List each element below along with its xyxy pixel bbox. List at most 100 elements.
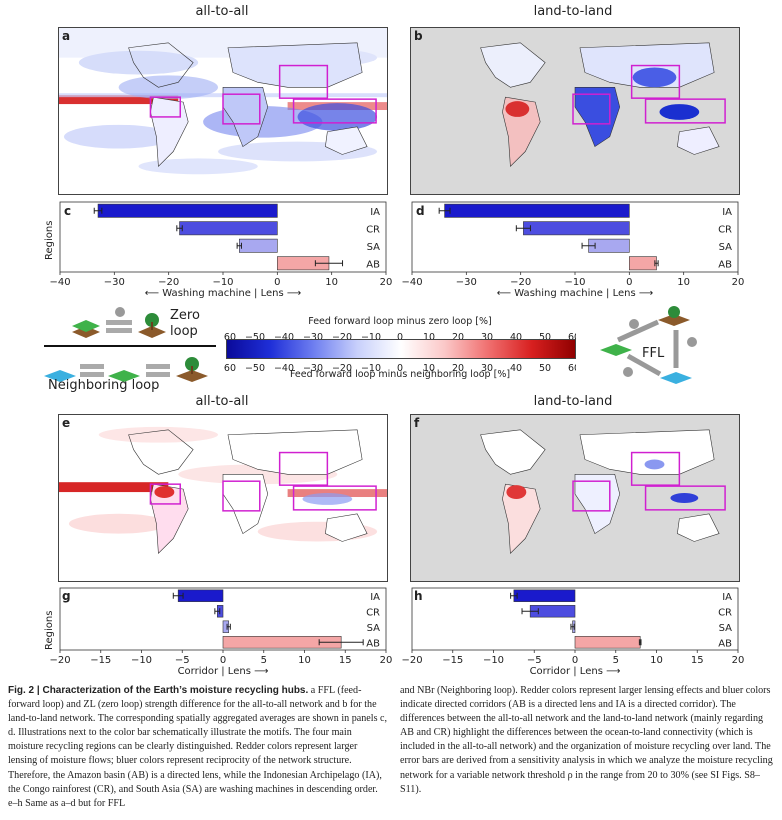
colorbar-tick-label: −10 <box>361 363 381 373</box>
category-label-cr: CR <box>718 607 732 618</box>
bar-ab <box>629 256 657 271</box>
category-label-sa: SA <box>367 242 381 253</box>
legend-divider <box>44 345 216 347</box>
panel-label-e: e <box>62 416 71 430</box>
colorbar-tick-label: 30 <box>481 363 493 373</box>
colorbar-tick-label: −30 <box>303 332 323 342</box>
x-axis-label: ⟵ Washing machine | Lens ⟶ <box>497 288 653 299</box>
category-label-ia: IA <box>722 592 732 603</box>
bar-cr <box>523 221 630 236</box>
category-label-cr: CR <box>366 607 380 618</box>
bar-ia <box>97 203 278 218</box>
x-tick-label: 0 <box>274 277 280 288</box>
panel-label-g: g <box>62 589 71 603</box>
colorbar-tick-label: −20 <box>332 332 352 342</box>
x-tick-label: −40 <box>49 277 70 288</box>
column-title-all-to-all-lower: all-to-all <box>195 394 249 409</box>
colorbar-tick-label: 50 <box>539 332 551 342</box>
colorbar-tick-label: 40 <box>510 363 522 373</box>
colorbar-tick-label: 60 <box>568 363 576 373</box>
colorbar <box>226 339 576 359</box>
colorbar-tick-label: −30 <box>303 363 323 373</box>
bar-chart-g: IA CR SA AB −20 −15 −10 −5 0 5 10 15 20 Corridor | Le… <box>49 586 392 677</box>
category-label-sa: SA <box>367 623 381 634</box>
colorbar-bottom-label: Feed forward loop minus neighboring loop… <box>289 369 511 380</box>
category-label-cr: CR <box>366 224 380 235</box>
colorbar-tick-label: −10 <box>361 332 381 342</box>
regions-axis-label-top: Regions <box>44 220 55 260</box>
column-title-all-to-all: all-to-all <box>195 4 249 19</box>
category-label-ab: AB <box>718 259 732 270</box>
x-tick-label: −15 <box>442 655 463 666</box>
x-tick-label: −10 <box>131 655 152 666</box>
x-axis-label: Corridor | Lens ⟶ <box>530 666 621 677</box>
x-tick-label: 20 <box>732 277 745 288</box>
category-label-cr: CR <box>718 224 732 235</box>
category-label-ab: AB <box>718 638 732 649</box>
x-tick-label: 10 <box>325 277 338 288</box>
x-tick-label: 10 <box>677 277 690 288</box>
colorbar-tick-label: 40 <box>510 332 522 342</box>
bar-chart-c: IA CR SA AB −40 −30 −20 −10 0 10 20 ⟵ Washing machi… <box>49 200 392 299</box>
x-tick-label: −30 <box>456 277 477 288</box>
colorbar-top-ticks: −60 −50 −40 −30 −20 −10 0 10 20 30 40 50 60 <box>216 327 580 343</box>
x-axis-label: Corridor | Lens ⟶ <box>178 666 269 677</box>
ffl-illustration <box>598 306 718 388</box>
bar-ia <box>513 589 576 602</box>
colorbar-tick-label: −40 <box>274 332 294 342</box>
bar-chart-d: IA CR SA AB −40 −30 −20 −10 0 10 20 ⟵ Washing machi… <box>401 200 744 299</box>
panel-label-c: c <box>64 204 72 218</box>
x-tick-label: −20 <box>401 655 422 666</box>
ffl-label: FFL <box>642 346 665 361</box>
colorbar-tick-label: −60 <box>224 363 236 373</box>
colorbar-tick-label: 0 <box>397 332 403 342</box>
colorbar-tick-label: −40 <box>274 363 294 373</box>
category-label-sa: SA <box>719 623 733 634</box>
x-tick-label: 10 <box>298 655 311 666</box>
x-tick-label: 0 <box>572 655 578 666</box>
panel-label-d: d <box>416 204 425 218</box>
x-tick-label: −10 <box>212 277 233 288</box>
category-label-ia: IA <box>722 207 732 218</box>
category-label-ab: AB <box>366 259 380 270</box>
panel-label-b: b <box>414 29 423 43</box>
category-label-ia: IA <box>370 592 380 603</box>
zero-loop-illustration <box>68 304 168 340</box>
x-tick-label: 10 <box>650 655 663 666</box>
zero-loop-label: Zero loop <box>170 308 200 339</box>
map-panel-e <box>58 414 388 582</box>
figure-caption-col2: and NBr (Neighboring loop). Redder color… <box>400 684 775 797</box>
regions-axis-label-bottom: Regions <box>44 610 55 650</box>
colorbar-tick-label: 10 <box>423 363 435 373</box>
x-tick-label: −5 <box>527 655 542 666</box>
map-panel-b <box>410 27 740 195</box>
colorbar-tick-label: 60 <box>568 332 576 342</box>
colorbar-tick-label: −50 <box>245 332 265 342</box>
colorbar-tick-label: 20 <box>452 332 464 342</box>
caption-lead: Fig. 2 | Characterization of the Earth’s… <box>8 685 309 696</box>
x-tick-label: 20 <box>380 655 393 666</box>
panel-label-f: f <box>414 416 420 430</box>
colorbar-tick-label: −20 <box>332 363 352 373</box>
colorbar-tick-label: −60 <box>224 332 236 342</box>
x-tick-label: −15 <box>90 655 111 666</box>
column-title-land-to-land-lower: land-to-land <box>533 394 613 409</box>
bar-ab <box>574 636 641 649</box>
x-tick-label: −30 <box>104 277 125 288</box>
category-label-ab: AB <box>366 638 380 649</box>
x-tick-label: 5 <box>613 655 619 666</box>
bar-ia <box>177 589 224 602</box>
colorbar-tick-label: 30 <box>481 332 493 342</box>
x-tick-label: −20 <box>158 277 179 288</box>
caption-text-1: a FFL (feed-forward loop) and ZL (zero l… <box>8 685 388 809</box>
bar-ia <box>444 203 630 218</box>
colorbar-tick-label: 10 <box>423 332 435 342</box>
x-tick-label: 5 <box>261 655 267 666</box>
x-tick-label: 20 <box>732 655 745 666</box>
map-panel-a <box>58 27 388 195</box>
caption-text-2: and NBr (Neighboring loop). Redder color… <box>400 685 773 795</box>
panel-label-h: h <box>414 589 423 603</box>
category-label-ia: IA <box>370 207 380 218</box>
x-tick-label: −20 <box>49 655 70 666</box>
x-tick-label: −10 <box>483 655 504 666</box>
